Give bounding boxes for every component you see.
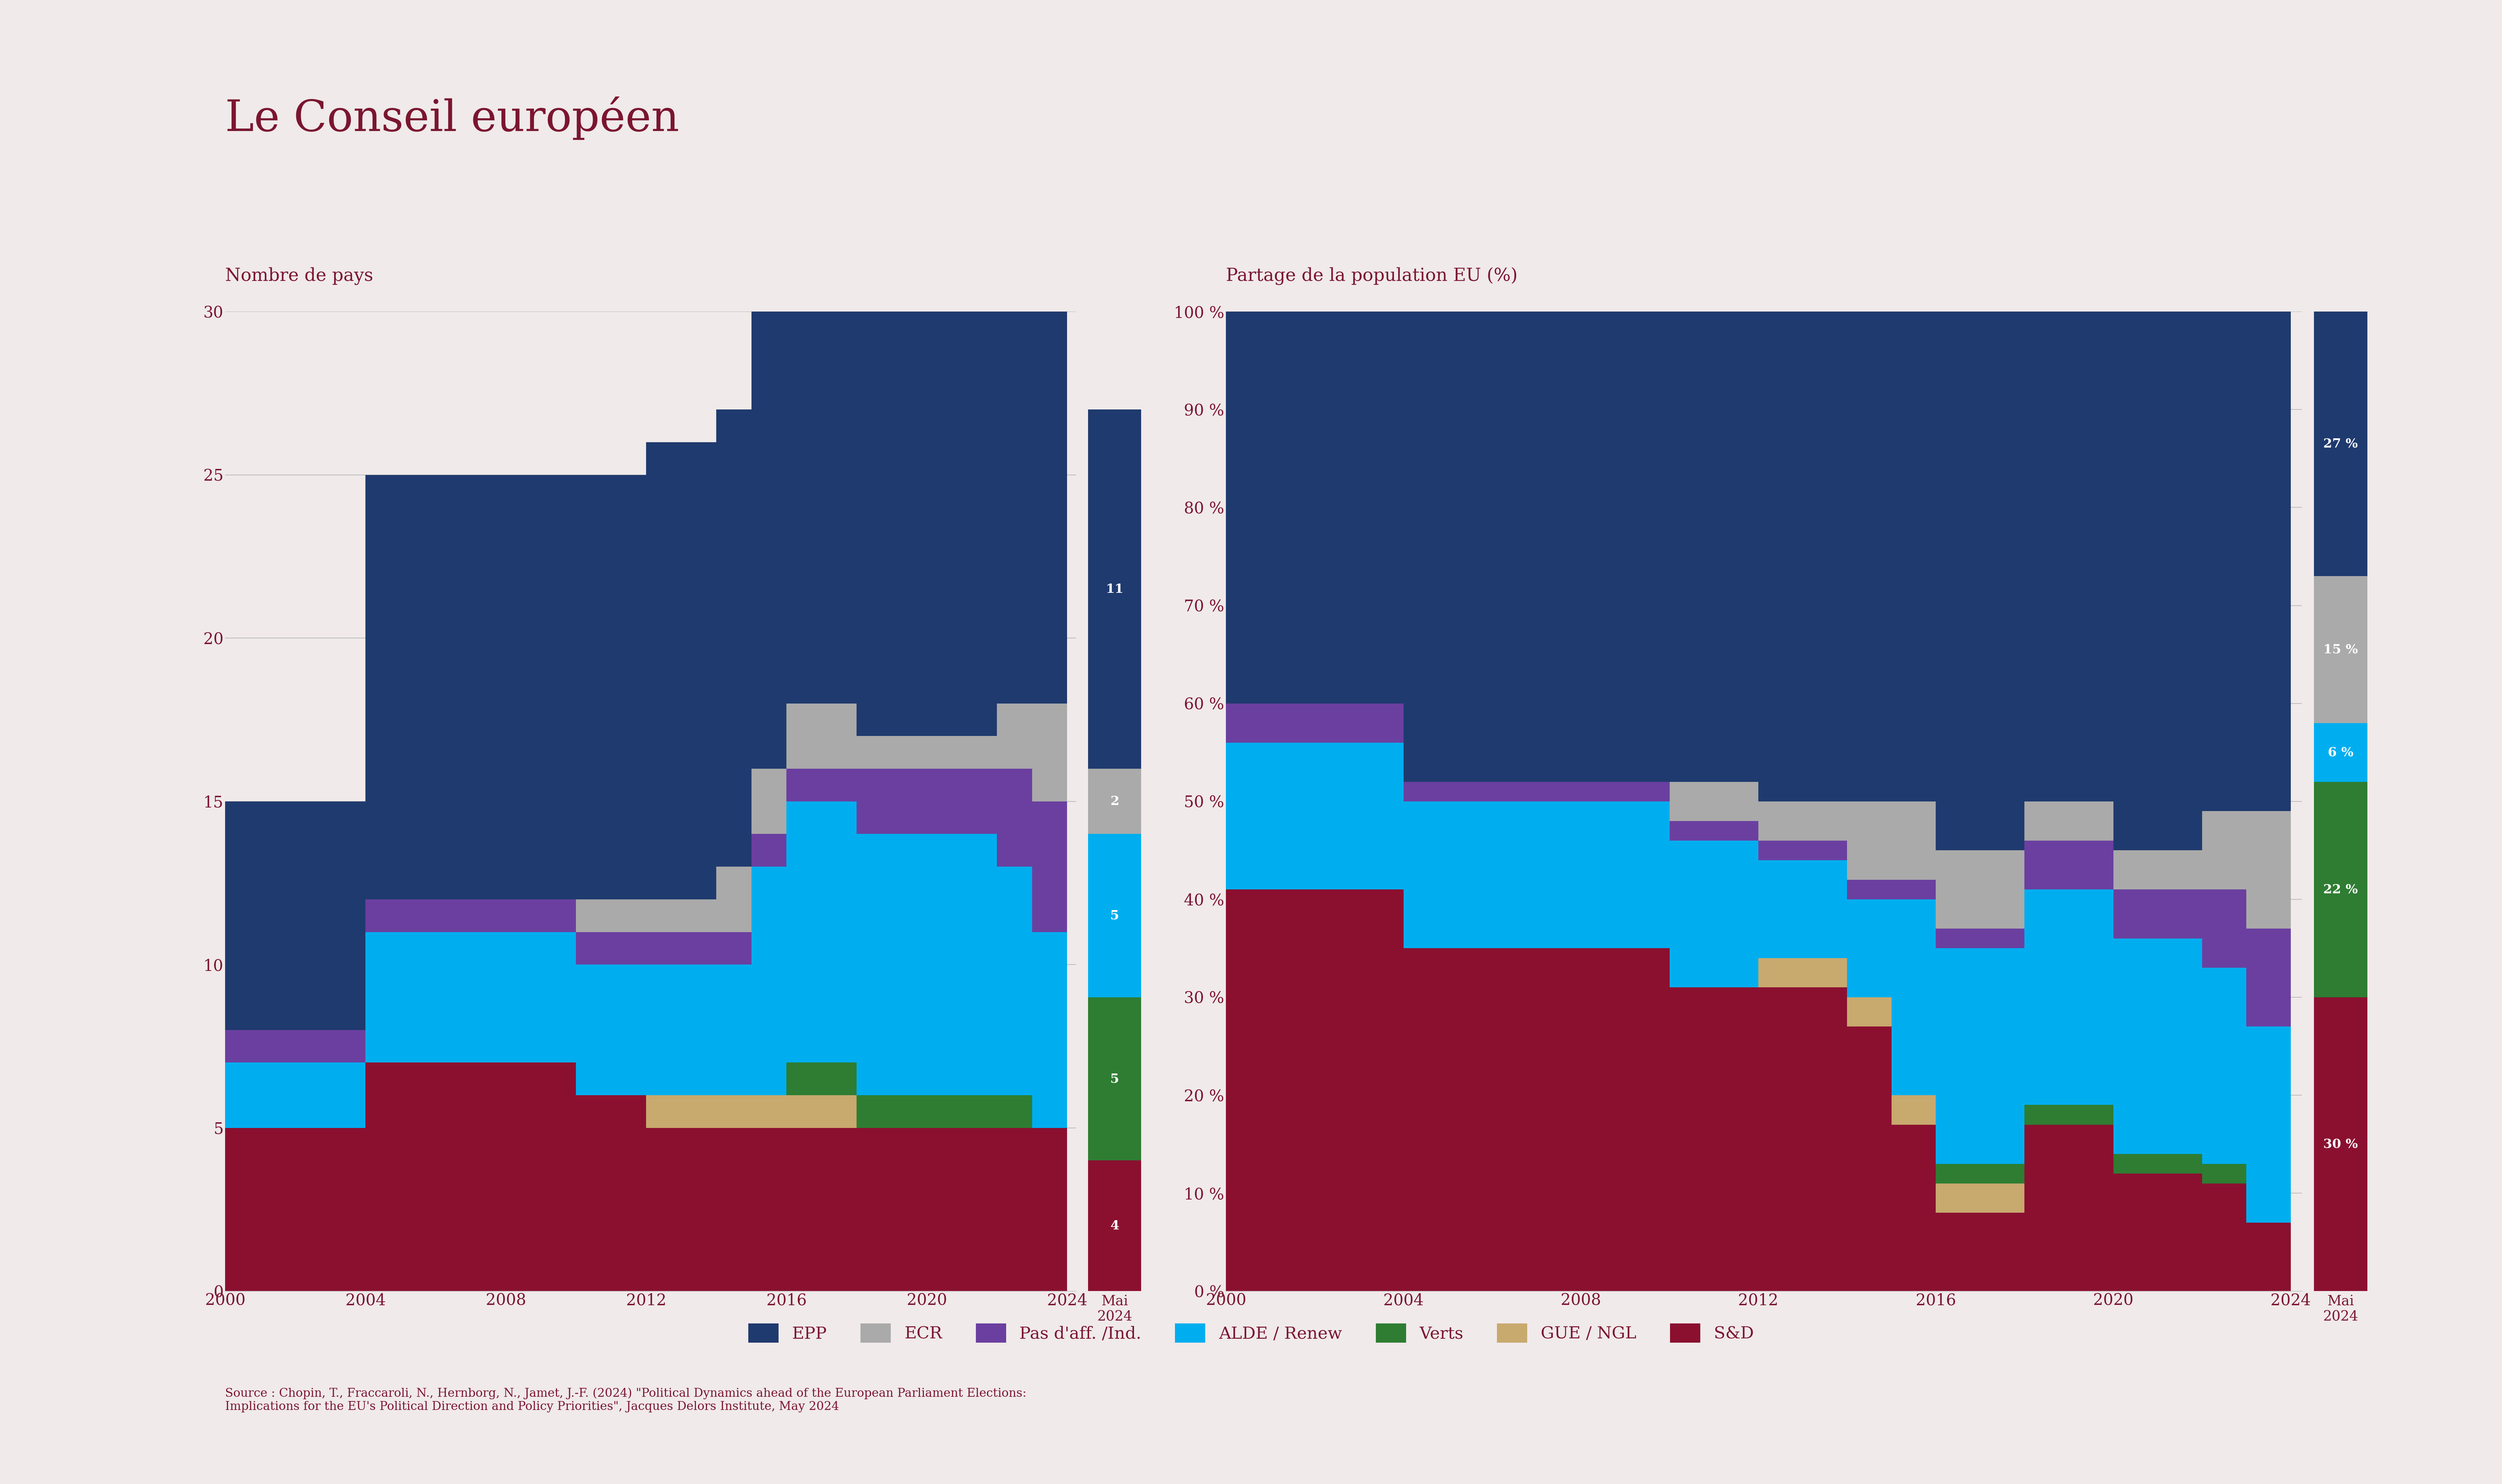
- Text: Source : Chopin, T., Fraccaroli, N., Hernborg, N., Jamet, J.-F. (2024) "Politica: Source : Chopin, T., Fraccaroli, N., Her…: [225, 1388, 1026, 1413]
- X-axis label: Mai
2024: Mai 2024: [1096, 1296, 1133, 1324]
- Text: 30 %: 30 %: [2324, 1138, 2357, 1150]
- Text: 4: 4: [1111, 1220, 1118, 1232]
- Text: 5: 5: [1111, 910, 1118, 922]
- Bar: [2314, 782, 2367, 997]
- Text: 15 %: 15 %: [2324, 644, 2357, 656]
- Text: 11: 11: [1106, 583, 1123, 595]
- Bar: [1088, 410, 1141, 769]
- Bar: [2314, 312, 2367, 576]
- Bar: [1088, 997, 1141, 1160]
- Text: Partage de la population EU (%): Partage de la population EU (%): [1226, 267, 1519, 285]
- Legend: EPP, ECR, Pas d'aff. /Ind., ALDE / Renew, Verts, GUE / NGL, S&D: EPP, ECR, Pas d'aff. /Ind., ALDE / Renew…: [741, 1316, 1761, 1349]
- Bar: [2314, 997, 2367, 1291]
- Text: 6 %: 6 %: [2327, 746, 2354, 758]
- Text: 22 %: 22 %: [2324, 883, 2357, 895]
- Bar: [1088, 834, 1141, 997]
- Text: 27 %: 27 %: [2324, 438, 2357, 450]
- Text: 5: 5: [1111, 1073, 1118, 1085]
- Bar: [1088, 769, 1141, 834]
- Bar: [2314, 723, 2367, 782]
- Bar: [1088, 1160, 1141, 1291]
- Text: Le Conseil européen: Le Conseil européen: [225, 96, 681, 139]
- X-axis label: Mai
2024: Mai 2024: [2322, 1296, 2359, 1324]
- Text: Nombre de pays: Nombre de pays: [225, 267, 373, 285]
- Text: 2: 2: [1111, 795, 1118, 807]
- Bar: [2314, 576, 2367, 723]
